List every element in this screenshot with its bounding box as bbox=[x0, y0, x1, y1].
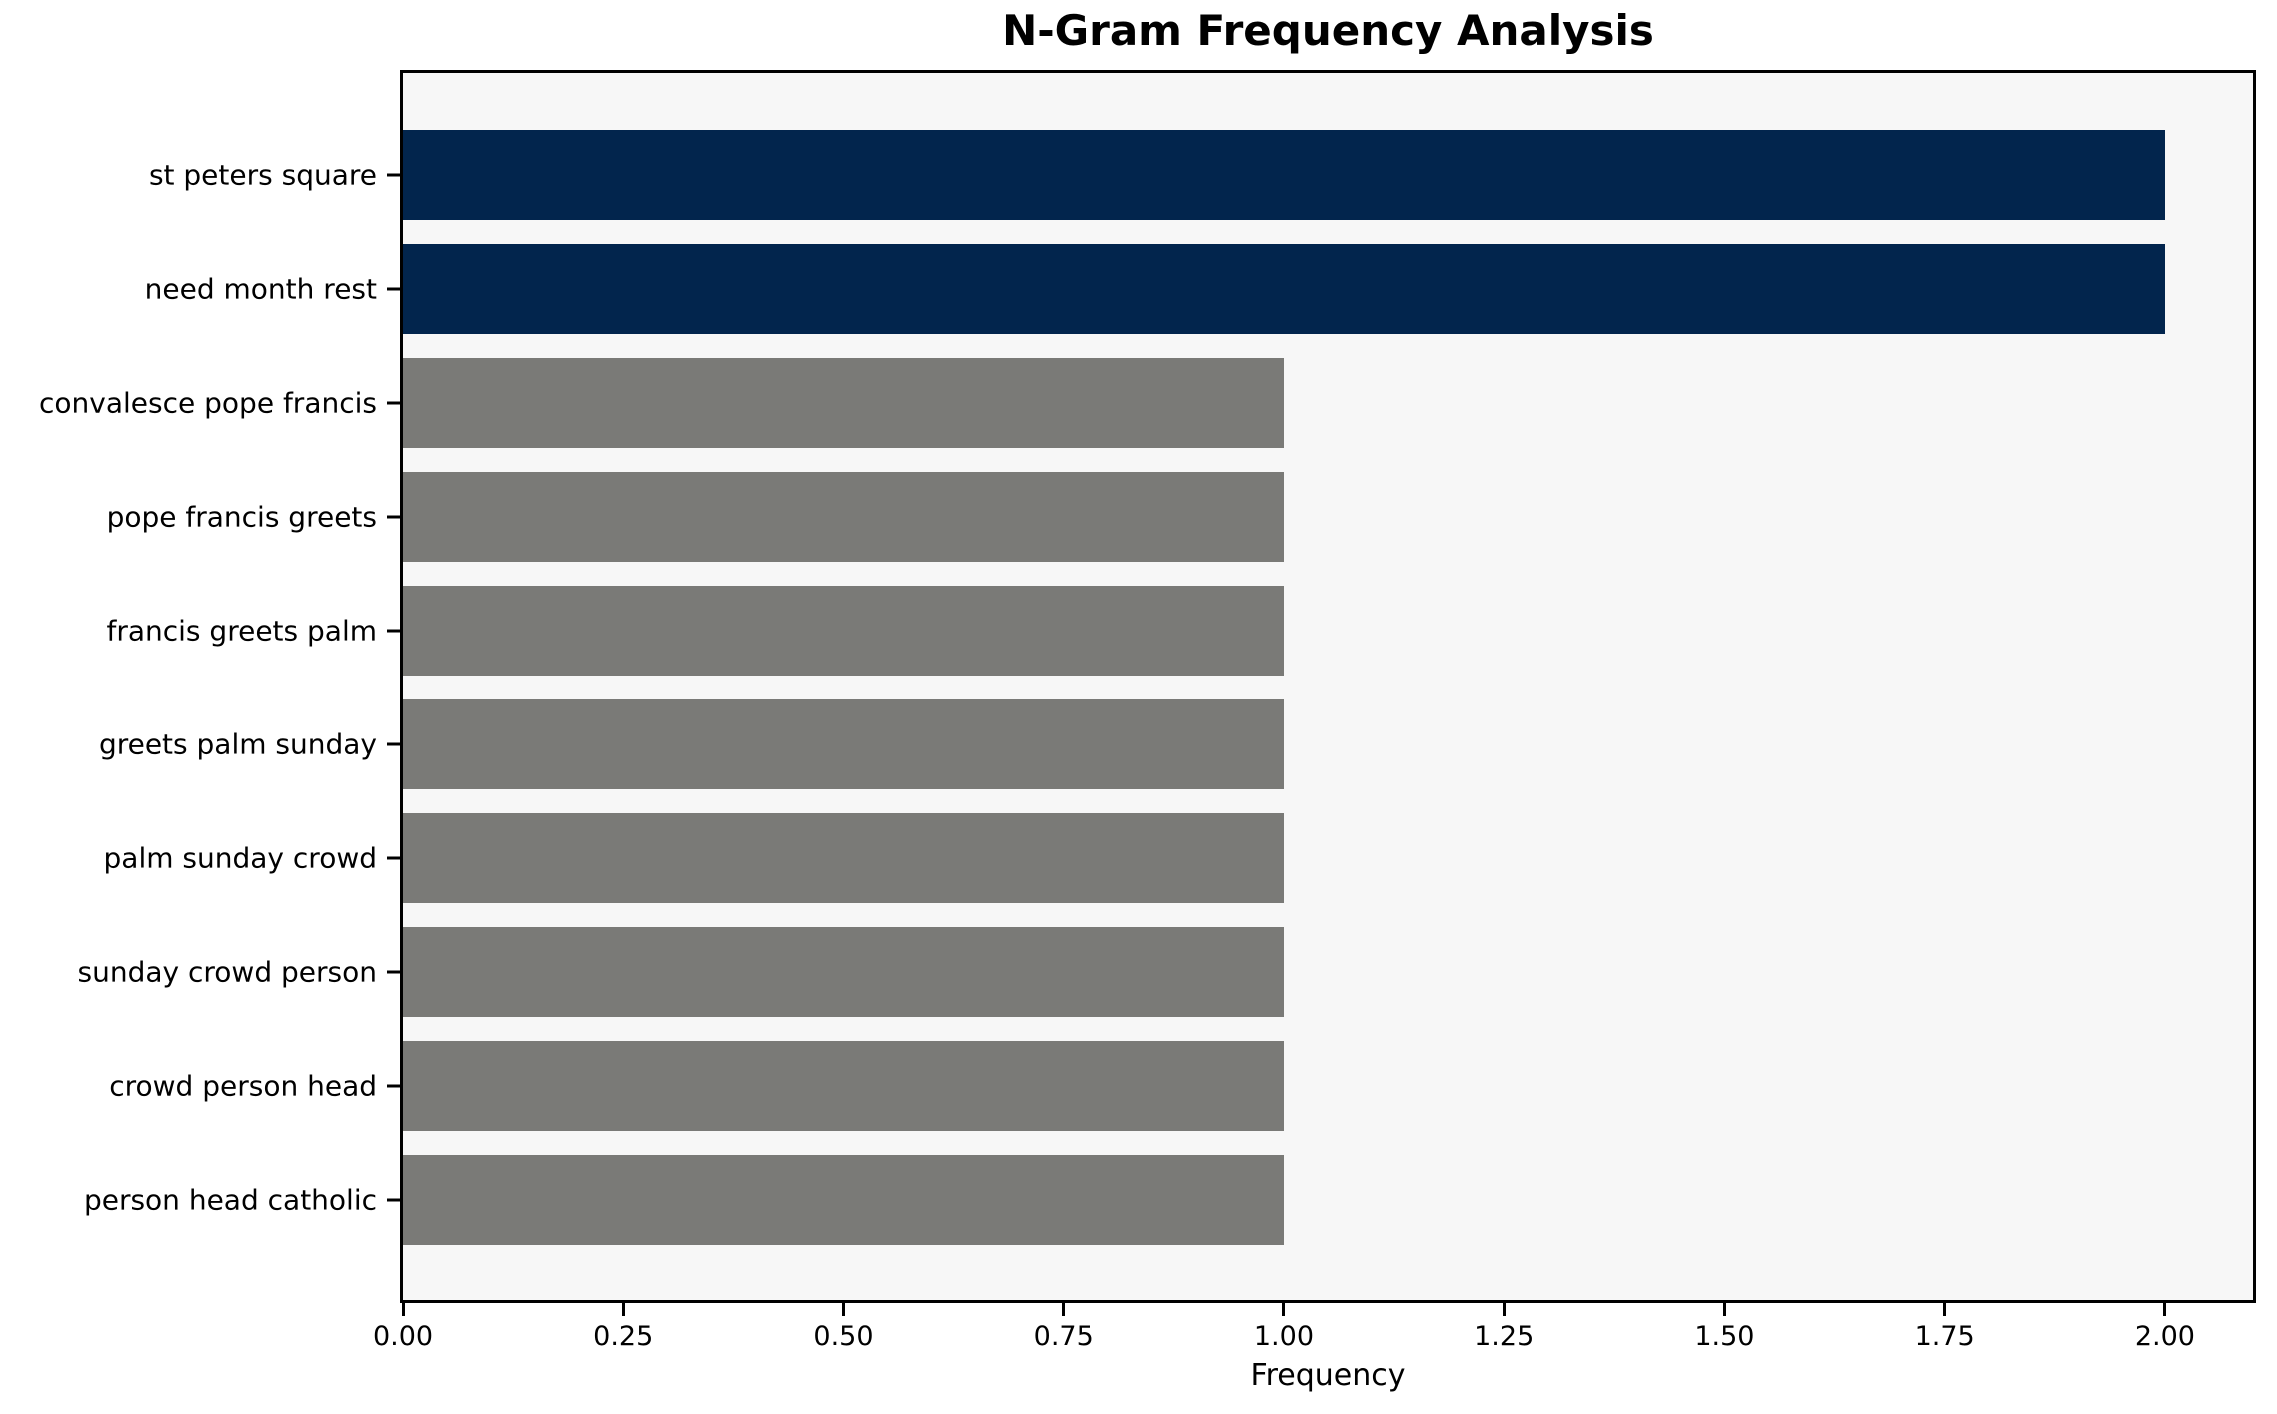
y-tick-label: crowd person head bbox=[109, 1069, 377, 1103]
bar-st-peters-square bbox=[403, 129, 2165, 220]
y-tick-label: convalesce pope francis bbox=[39, 386, 377, 420]
x-tick-mark bbox=[2163, 1303, 2167, 1316]
bar-convalesce-pope-francis bbox=[403, 357, 1284, 448]
bar-palm-sunday-crowd bbox=[403, 813, 1284, 904]
y-tick-label: person head catholic bbox=[83, 1183, 377, 1217]
x-tick-label: 0.50 bbox=[813, 1321, 874, 1352]
x-tick-label: 1.50 bbox=[1694, 1321, 1755, 1352]
bar-row: convalesce pope francis bbox=[39, 346, 2253, 460]
y-tick-label: pope francis greets bbox=[106, 500, 377, 534]
x-tick-label: 0.75 bbox=[1033, 1321, 1094, 1352]
bar-row: francis greets palm bbox=[106, 574, 2253, 688]
y-tick-label: francis greets palm bbox=[106, 614, 377, 648]
bar-row: crowd person head bbox=[109, 1029, 2253, 1143]
bar-pope-francis-greets bbox=[403, 471, 1284, 562]
x-tick-label: 0.00 bbox=[372, 1321, 434, 1352]
bar-person-head-catholic bbox=[403, 1155, 1284, 1246]
bar-row: st peters square bbox=[149, 118, 2253, 232]
y-tick-label: need month rest bbox=[144, 272, 377, 306]
y-tick-mark bbox=[387, 515, 400, 519]
y-tick-mark bbox=[387, 856, 400, 860]
y-tick-mark bbox=[387, 629, 400, 633]
y-tick-label: greets palm sunday bbox=[98, 727, 377, 761]
x-tick-label: 1.00 bbox=[1253, 1321, 1314, 1352]
bar-row: palm sunday crowd bbox=[104, 801, 2253, 915]
y-tick-mark bbox=[387, 1084, 400, 1088]
x-tick-mark bbox=[621, 1303, 625, 1316]
bar-francis-greets-palm bbox=[403, 585, 1284, 676]
bar-row: pope francis greets bbox=[107, 460, 2253, 574]
y-tick-mark bbox=[387, 1198, 400, 1202]
x-tick-label: 1.75 bbox=[1914, 1321, 1975, 1352]
plot-area: st peters square need month rest convalesc… bbox=[39, 70, 2256, 1303]
bar-crowd-person-head bbox=[403, 1041, 1284, 1132]
x-tick-mark bbox=[1502, 1303, 1506, 1316]
y-tick-label: sunday crowd person bbox=[77, 955, 377, 989]
x-tick-mark bbox=[1282, 1303, 1286, 1316]
bar-need-month-rest bbox=[403, 243, 2165, 334]
y-tick-label: palm sunday crowd bbox=[103, 841, 377, 875]
bar-row: greets palm sunday bbox=[99, 688, 2253, 802]
x-tick-mark bbox=[841, 1303, 845, 1316]
y-tick-label: st peters square bbox=[148, 158, 377, 192]
y-tick-mark bbox=[387, 287, 400, 291]
x-axis-label: Frequency bbox=[1250, 1358, 1406, 1393]
bar-row: need month rest bbox=[145, 232, 2253, 346]
y-tick-mark bbox=[387, 401, 400, 405]
chart-title: N-Gram Frequency Analysis bbox=[1002, 6, 1654, 55]
y-tick-mark bbox=[387, 970, 400, 974]
bar-greets-palm-sunday bbox=[403, 699, 1284, 790]
x-tick-mark bbox=[1943, 1303, 1947, 1316]
x-axis: 0.00 0.25 0.50 0.75 1.00 1.25 1.50 1.75 2.00 bbox=[373, 1303, 2253, 1373]
x-tick-mark bbox=[401, 1303, 405, 1316]
bar-row: sunday crowd person bbox=[78, 915, 2253, 1029]
x-tick-mark bbox=[1062, 1303, 1066, 1316]
y-tick-mark bbox=[387, 742, 400, 746]
bar-row: person head catholic bbox=[84, 1143, 2253, 1257]
x-tick-mark bbox=[1722, 1303, 1726, 1316]
x-tick-label: 1.25 bbox=[1474, 1321, 1535, 1352]
bars-container: st peters square need month rest convalesc… bbox=[39, 118, 2253, 1257]
x-tick-label: 2.00 bbox=[2134, 1321, 2195, 1352]
y-tick-mark bbox=[387, 173, 400, 177]
bar-sunday-crowd-person bbox=[403, 927, 1284, 1018]
x-tick-label: 0.25 bbox=[593, 1321, 654, 1352]
